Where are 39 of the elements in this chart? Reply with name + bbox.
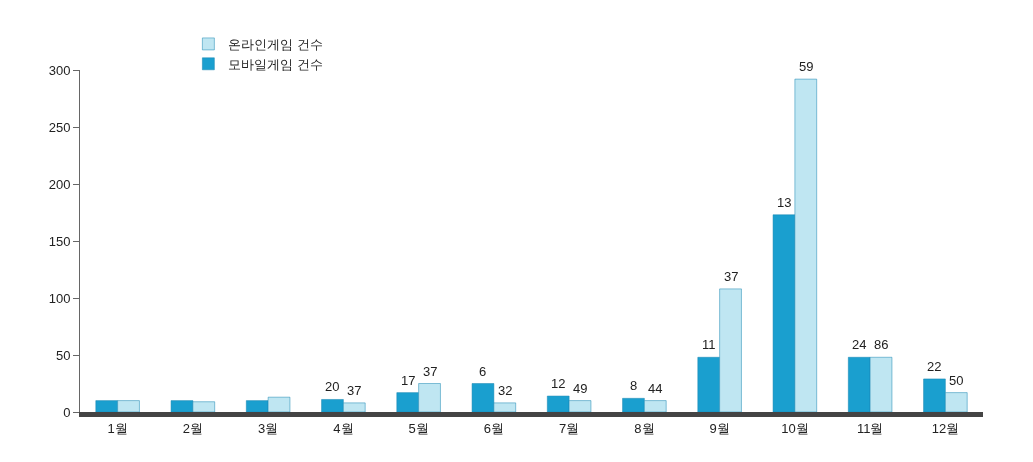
annotation: 59 [799,59,814,74]
annotation: 12 [551,376,566,391]
annotation: 86 [874,337,889,352]
annotation: 24 [852,337,867,352]
y-tick-label: 150 [48,233,71,249]
x-tick-label: 10월 [781,420,809,436]
annotation: 6 [479,364,487,379]
legend-label: 모바일게임 건수 [228,56,323,72]
x-tick-label: 7월 [559,420,580,436]
x-tick-label: 1월 [107,420,128,436]
annotation: 49 [573,381,588,396]
annotation: 13 [777,195,792,210]
x-tick-label: 3월 [258,420,279,436]
x-tick-label: 11월 [856,420,884,436]
annotation: 20 [325,379,340,394]
annotation: 11 [702,337,716,352]
x-tick-label: 6월 [483,420,504,436]
annotation: 22 [927,359,942,374]
x-tick-label: 12월 [931,420,960,436]
x-tick-label: 2월 [182,420,203,436]
x-tick-label: 5월 [408,420,429,436]
annotation: 50 [949,373,964,388]
annotation: 44 [648,381,663,396]
annotation: 32 [498,383,513,398]
y-tick-label: 100 [48,290,71,306]
y-tick-label: 200 [48,176,71,192]
annotation: 17 [401,373,416,388]
annotation: 37 [724,269,739,284]
annotation: 37 [423,364,438,379]
y-tick-label: 50 [55,347,71,363]
y-tick-label: 300 [48,62,71,78]
y-tick-label: 250 [48,119,71,135]
x-tick-label: 9월 [709,420,730,436]
legend-label: 온라인게임 건수 [228,36,323,52]
x-tick-label: 4월 [333,420,354,436]
x-tick-label: 8월 [634,420,655,436]
annotation: 8 [630,378,638,393]
y-tick-label: 0 [63,404,71,420]
annotation: 37 [347,383,362,398]
